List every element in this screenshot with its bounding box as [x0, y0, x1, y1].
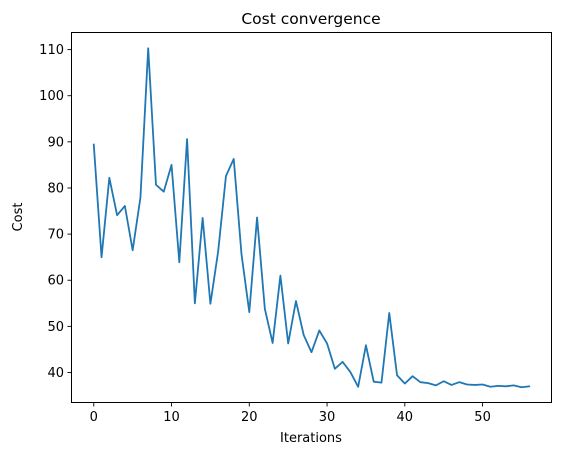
x-tick-label: 50 — [474, 410, 491, 425]
x-tick-label: 20 — [241, 410, 258, 425]
x-axis-label: Iterations — [280, 431, 342, 446]
y-tick-label: 50 — [47, 320, 64, 335]
x-tick-label: 40 — [397, 410, 414, 425]
x-tick-label: 10 — [163, 410, 180, 425]
x-tick-label: 0 — [90, 410, 98, 425]
plot-frame — [71, 32, 552, 403]
series-line-0 — [92, 47, 531, 389]
chart-title: Cost convergence — [241, 10, 380, 28]
y-tick-label: 110 — [39, 43, 64, 58]
y-tick-label: 100 — [39, 89, 64, 104]
series-layer — [92, 47, 531, 389]
tick-layer: 0 10 20 30 40 50 40 50 60 70 80 90 100 110 — [39, 43, 491, 425]
y-tick-label: 70 — [47, 228, 64, 243]
x-tick-label: 30 — [319, 410, 336, 425]
y-tick-label: 80 — [47, 181, 64, 196]
y-axis-label: Cost — [11, 203, 26, 232]
y-tick-label: 60 — [47, 274, 64, 289]
y-tick-label: 40 — [47, 366, 64, 381]
y-tick-label: 90 — [47, 135, 64, 150]
